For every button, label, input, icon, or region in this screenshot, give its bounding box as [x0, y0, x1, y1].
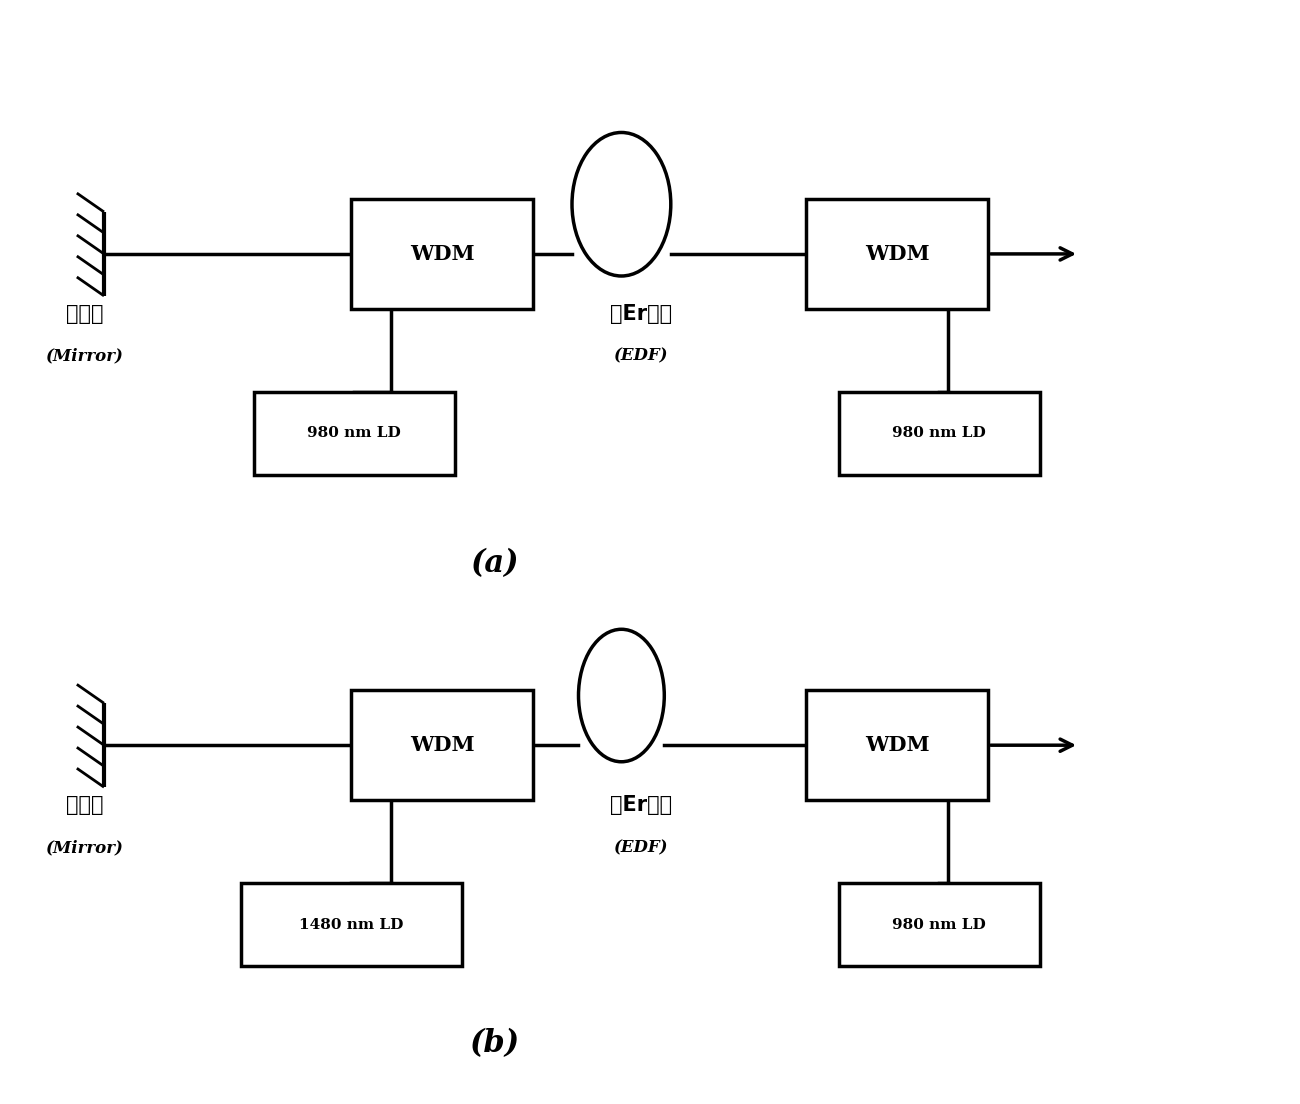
Text: (EDF): (EDF) — [614, 348, 668, 364]
Text: 反射镜: 反射镜 — [66, 795, 103, 815]
Text: 掺Er光纤: 掺Er光纤 — [610, 795, 672, 815]
Text: 反射镜: 反射镜 — [66, 304, 103, 323]
Text: (EDF): (EDF) — [614, 839, 668, 856]
Text: 掺Er光纤: 掺Er光纤 — [610, 304, 672, 323]
Bar — [838, 883, 1040, 966]
Ellipse shape — [578, 629, 664, 762]
Bar — [240, 883, 462, 966]
Text: WDM: WDM — [410, 244, 474, 264]
Text: WDM: WDM — [864, 735, 929, 755]
Text: (Mirror): (Mirror) — [46, 839, 124, 856]
Text: 980 nm LD: 980 nm LD — [307, 426, 402, 440]
Text: 980 nm LD: 980 nm LD — [892, 917, 987, 932]
Bar — [806, 690, 988, 800]
Text: (Mirror): (Mirror) — [46, 348, 124, 364]
Text: 1480 nm LD: 1480 nm LD — [299, 917, 403, 932]
Bar — [806, 199, 988, 309]
Bar — [254, 392, 455, 475]
Bar — [351, 690, 533, 800]
Text: WDM: WDM — [864, 244, 929, 264]
Text: (b): (b) — [469, 1028, 519, 1059]
Text: WDM: WDM — [410, 735, 474, 755]
Text: 980 nm LD: 980 nm LD — [892, 426, 987, 440]
Bar — [838, 392, 1040, 475]
Ellipse shape — [572, 132, 671, 276]
Text: (a): (a) — [469, 548, 519, 578]
Bar — [351, 199, 533, 309]
